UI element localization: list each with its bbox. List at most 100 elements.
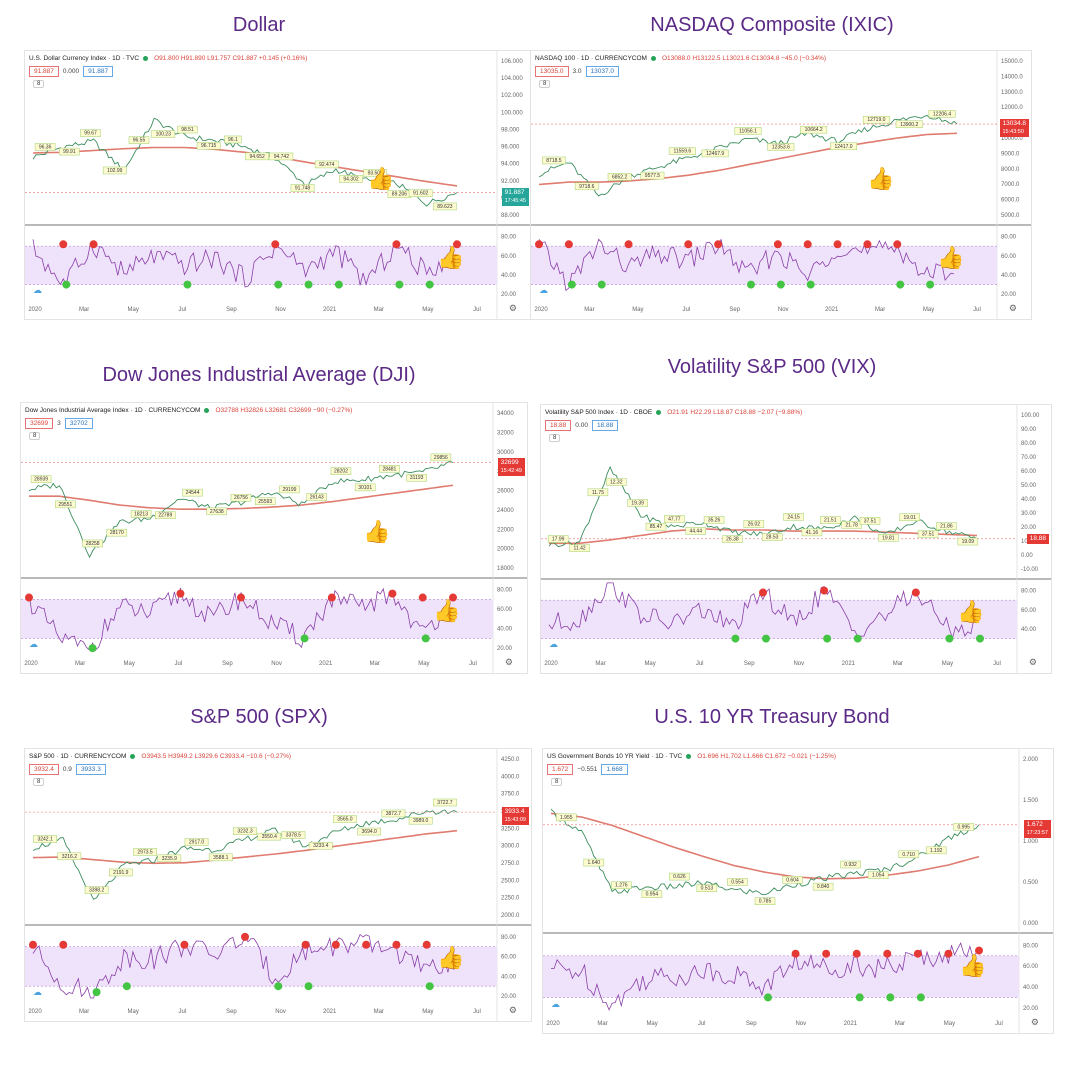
indicator-toggle[interactable]: 8 bbox=[551, 778, 563, 786]
pivot-label: 1.192 bbox=[930, 848, 943, 854]
symbol-header: NASDAQ 100 · 1D · CURRENCYCOM O13088.0 H1… bbox=[535, 55, 826, 62]
chart-panel-nasdaq[interactable]: NASDAQ 100 · 1D · CURRENCYCOM O13088.0 H1… bbox=[530, 50, 1032, 320]
buy-price-box[interactable]: 13037.0 bbox=[585, 66, 620, 77]
pivot-label: 11056.1 bbox=[739, 128, 757, 134]
sell-price-box[interactable]: 3932.4 bbox=[29, 764, 59, 775]
chart-panel-dollar[interactable]: U.S. Dollar Currency Index · 1D · TVC O91… bbox=[24, 50, 532, 320]
ohlc-values: O1.696 H1.702 L1.666 C1.672 −0.021 (−1.2… bbox=[697, 753, 837, 760]
last-price-tag: 13034.8 15:43:50 bbox=[999, 119, 1029, 138]
time-axis-label: May bbox=[422, 307, 433, 313]
time-axis-label: Nov bbox=[778, 307, 789, 313]
pivot-label-box bbox=[556, 813, 577, 822]
sell-price-box[interactable]: 18.88 bbox=[545, 420, 572, 431]
indicator-toggle[interactable]: 8 bbox=[539, 80, 551, 88]
pivot-label: 12.32 bbox=[610, 480, 623, 486]
rsi-overbought-marker bbox=[176, 589, 185, 598]
rsi-oversold-marker bbox=[567, 280, 576, 289]
chart-panel-spx[interactable]: S&P 500 · 1D · CURRENCYCOM O3943.5 H3949.… bbox=[24, 748, 532, 1022]
chart-canvas[interactable]: 4250.04000.03750.03500.03250.03000.02750… bbox=[25, 749, 531, 1021]
tradingview-logo-icon[interactable]: ☁ bbox=[33, 987, 42, 997]
rsi-overbought-marker bbox=[803, 240, 812, 249]
indicator-toggle[interactable]: 8 bbox=[33, 778, 45, 786]
last-price-value: 3933.4 bbox=[504, 808, 525, 816]
chart-canvas[interactable]: 106.000 104.000 102.000 100.000 98.000 96.000… bbox=[25, 51, 531, 319]
gear-icon[interactable]: ⚙ bbox=[1030, 1017, 1039, 1027]
tradingview-logo-icon[interactable]: ☁ bbox=[539, 285, 548, 295]
pivot-label: 0.785 bbox=[759, 899, 772, 905]
rsi-axis-label: 60.00 bbox=[497, 607, 513, 613]
bid-ask-row: 91.887 0.000 91.887 bbox=[29, 66, 116, 77]
rsi-line bbox=[538, 238, 955, 292]
pivot-label: 19.09 bbox=[962, 539, 975, 545]
rsi-overbought-marker bbox=[453, 240, 461, 249]
buy-price-box[interactable]: 91.887 bbox=[83, 66, 114, 77]
pivot-label-box bbox=[102, 166, 127, 175]
indicator-toggle[interactable]: 8 bbox=[549, 434, 561, 442]
gear-icon[interactable]: ⚙ bbox=[508, 303, 517, 313]
pivot-label-box bbox=[664, 515, 685, 523]
pivot-label-box bbox=[867, 871, 889, 879]
last-price-tag: 32699 15:42:49 bbox=[497, 457, 525, 476]
chart-panel-tnx[interactable]: US Government Bonds 10 YR Yield · 1D · T… bbox=[542, 748, 1054, 1034]
pivot-label: 37.51 bbox=[922, 531, 935, 537]
rsi-overbought-marker bbox=[331, 940, 340, 949]
sell-price-box[interactable]: 32699 bbox=[25, 418, 54, 429]
price-axis-label: 0.500 bbox=[1023, 880, 1039, 886]
gear-icon[interactable]: ⚙ bbox=[508, 1005, 517, 1015]
pivot-label-box bbox=[55, 500, 76, 509]
chart-canvas[interactable]: 100.0090.0080.0070.0060.0050.0040.0030.0… bbox=[541, 405, 1051, 673]
rsi-oversold-marker bbox=[747, 280, 755, 289]
chart-canvas[interactable]: 3400032000300002800026000240002200020000… bbox=[21, 403, 527, 673]
pivot-label: 30101 bbox=[358, 485, 372, 491]
sell-price-box[interactable]: 13035.0 bbox=[535, 66, 569, 77]
time-axis-label: Nov bbox=[275, 1009, 286, 1015]
tradingview-logo-icon[interactable]: ☁ bbox=[29, 639, 38, 649]
indicator-toggle[interactable]: 8 bbox=[33, 80, 45, 88]
rsi-overbought-marker bbox=[893, 240, 902, 249]
price-axis-label: 106.000 bbox=[501, 59, 523, 65]
pivot-label: 19.01 bbox=[903, 515, 916, 521]
rsi-overbought-marker bbox=[89, 240, 98, 249]
price-axis-label: 102.000 bbox=[501, 93, 523, 99]
rsi-oversold-marker bbox=[300, 634, 309, 643]
market-open-indicator-icon bbox=[686, 753, 692, 759]
tradingview-logo-icon[interactable]: ☁ bbox=[551, 999, 560, 1009]
time-axis-label: 2021 bbox=[323, 1009, 337, 1015]
time-axis-label: 2020 bbox=[24, 661, 38, 667]
chart-panel-dji[interactable]: Dow Jones Industrial Average Index · 1D … bbox=[20, 402, 528, 674]
indicator-toggle[interactable]: 8 bbox=[29, 432, 41, 440]
bid-ask-row: 1.672 −0.551 1.668 bbox=[547, 764, 631, 775]
gear-icon[interactable]: ⚙ bbox=[1008, 303, 1017, 313]
rsi-axis-label: 40.00 bbox=[1023, 985, 1039, 991]
gear-icon[interactable]: ⚙ bbox=[1028, 657, 1037, 667]
bid-ask-row: 18.88 0.00 18.88 bbox=[545, 420, 621, 431]
rsi-overbought-marker bbox=[684, 240, 693, 249]
rsi-overbought-marker bbox=[564, 240, 573, 249]
sell-price-box[interactable]: 91.887 bbox=[29, 66, 59, 77]
sell-price-box[interactable]: 1.672 bbox=[547, 764, 574, 775]
rsi-oversold-marker bbox=[183, 280, 192, 289]
buy-price-box[interactable]: 32702 bbox=[64, 418, 93, 429]
bid-ask-row: 32699 3 32702 bbox=[25, 418, 96, 429]
pivot-label: 29199 bbox=[283, 487, 297, 493]
pivot-label-box bbox=[80, 129, 101, 137]
pivot-label: 19.81 bbox=[882, 535, 895, 541]
buy-price-box[interactable]: 1.668 bbox=[601, 764, 628, 775]
chart-canvas[interactable]: 2.000 1.500 1.000 0.500 0.000 1.955 1.640 1.276… bbox=[543, 749, 1053, 1033]
buy-price-box[interactable]: 3933.3 bbox=[75, 764, 106, 775]
pivot-label: 11.42 bbox=[573, 546, 585, 552]
rsi-overbought-marker bbox=[362, 940, 371, 949]
pivot-label: 6852.2 bbox=[612, 174, 628, 180]
price-series-line bbox=[32, 117, 458, 207]
pivot-label-box bbox=[257, 832, 282, 841]
chart-canvas[interactable]: 15000.014000.013000.012000.011000.010000… bbox=[531, 51, 1031, 319]
buy-price-box[interactable]: 18.88 bbox=[591, 420, 619, 431]
tradingview-logo-icon[interactable]: ☁ bbox=[33, 285, 42, 295]
rsi-band bbox=[25, 246, 497, 285]
pivot-label: 12719.0 bbox=[867, 117, 885, 123]
rsi-overbought-marker bbox=[535, 240, 543, 249]
tradingview-logo-icon[interactable]: ☁ bbox=[549, 639, 558, 649]
chart-panel-vix[interactable]: Volatility S&P 500 Index · 1D · CBOE O21.… bbox=[540, 404, 1052, 674]
rsi-overbought-marker bbox=[863, 240, 872, 249]
gear-icon[interactable]: ⚙ bbox=[504, 657, 513, 667]
